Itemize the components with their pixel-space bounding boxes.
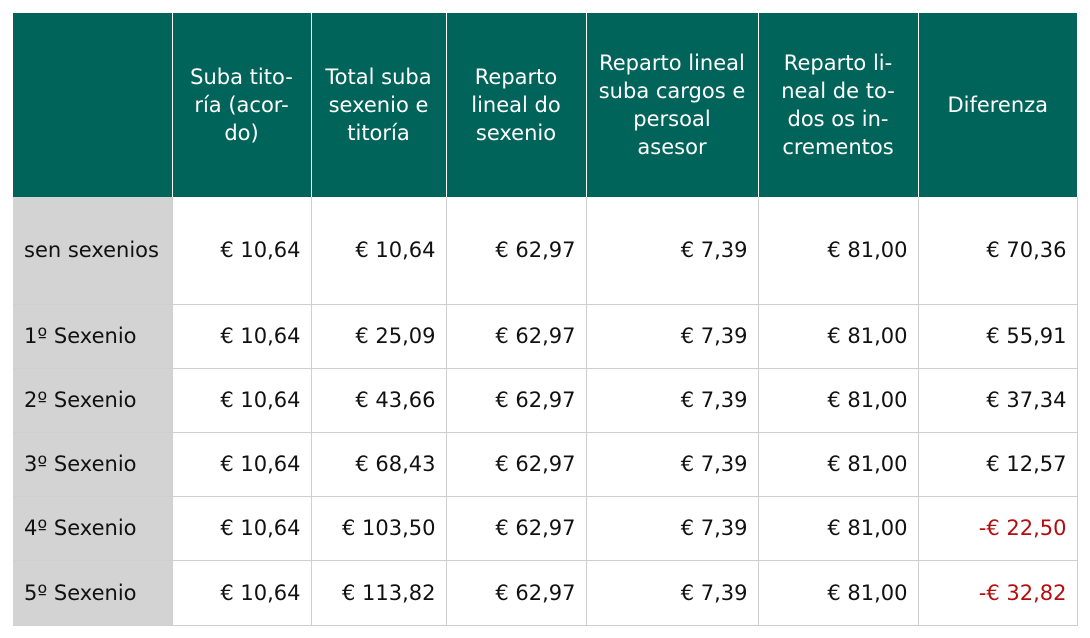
header-cell: Reparto lineal suba cargos e persoal aseso… [585,13,758,197]
value-cell: € 81,00 [757,197,919,305]
difference-cell: € 37,34 [917,367,1078,433]
table-row: 3º Sexenio € 10,64 € 68,43 € 62,97 € 7,39 € 8… [13,431,1078,497]
row-label: 1º Sexenio [13,303,173,369]
value-cell: € 10,64 [310,197,447,305]
difference-cell: € 55,91 [917,303,1078,369]
difference-cell: -€ 32,82 [917,559,1078,626]
row-label: 3º Sexenio [13,431,173,497]
header-row: Suba tito-ría (acor-do) Total suba sexenio… [13,13,1077,197]
row-label: 2º Sexenio [13,367,173,433]
value-cell: € 62,97 [445,197,587,305]
table-row: 4º Sexenio € 10,64 € 103,50 € 62,97 € 7,39 € … [13,495,1078,561]
value-cell: € 7,39 [585,431,759,497]
value-cell: € 62,97 [445,367,587,433]
difference-cell: € 70,36 [917,197,1078,305]
header-cell: Suba tito-ría (acor-do) [171,13,311,197]
table-body: sen sexenios € 10,64 € 10,64 € 62,97 € 7,39 €… [13,197,1078,626]
value-cell: € 10,64 [171,367,312,433]
value-cell: € 7,39 [585,495,759,561]
header-cell-corner [13,13,172,197]
table-row: 2º Sexenio € 10,64 € 43,66 € 62,97 € 7,39 € 8… [13,367,1078,433]
value-cell: € 62,97 [445,303,587,369]
value-cell: € 103,50 [310,495,447,561]
table-row: 5º Sexenio € 10,64 € 113,82 € 62,97 € 7,39 € … [13,559,1078,626]
value-cell: € 10,64 [171,303,312,369]
row-label: 4º Sexenio [13,495,173,561]
value-cell: € 62,97 [445,559,587,626]
value-cell: € 81,00 [757,431,919,497]
difference-cell: -€ 22,50 [917,495,1078,561]
row-label: 5º Sexenio [13,559,173,626]
value-cell: € 7,39 [585,367,759,433]
value-cell: € 81,00 [757,559,919,626]
value-cell: € 81,00 [757,367,919,433]
value-cell: € 10,64 [171,559,312,626]
value-cell: € 7,39 [585,303,759,369]
row-label: sen sexenios [13,197,173,305]
value-cell: € 62,97 [445,495,587,561]
value-cell: € 10,64 [171,197,312,305]
table-row: sen sexenios € 10,64 € 10,64 € 62,97 € 7,39 €… [13,197,1078,305]
value-cell: € 62,97 [445,431,587,497]
value-cell: € 7,39 [585,559,759,626]
value-cell: € 10,64 [171,495,312,561]
header-cell: Reparto li-neal de to-dos os in-cremento… [757,13,918,197]
sexenio-comparison-table: Suba tito-ría (acor-do) Total suba sexenio… [13,13,1078,626]
value-cell: € 7,39 [585,197,759,305]
value-cell: € 113,82 [310,559,447,626]
value-cell: € 68,43 [310,431,447,497]
value-cell: € 43,66 [310,367,447,433]
value-cell: € 10,64 [171,431,312,497]
difference-cell: € 12,57 [917,431,1078,497]
value-cell: € 81,00 [757,495,919,561]
header-cell: Reparto lineal do sexenio [445,13,586,197]
header-cell: Total suba sexenio e titoría [310,13,446,197]
table-row: 1º Sexenio € 10,64 € 25,09 € 62,97 € 7,39 € 8… [13,303,1078,369]
value-cell: € 81,00 [757,303,919,369]
table-header: Suba tito-ría (acor-do) Total suba sexenio… [13,13,1077,197]
value-cell: € 25,09 [310,303,447,369]
header-cell: Diferenza [917,13,1077,197]
